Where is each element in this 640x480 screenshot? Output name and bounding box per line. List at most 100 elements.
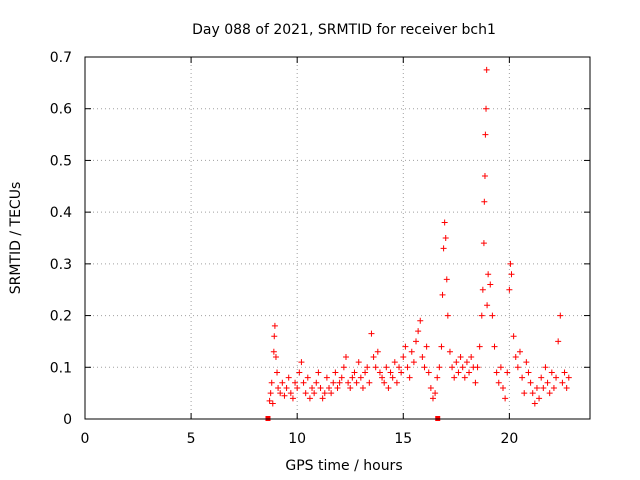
x-tick-label: 5 <box>187 431 196 447</box>
data-point <box>306 395 313 402</box>
data-point <box>334 384 341 391</box>
data-point <box>457 353 464 360</box>
data-point <box>561 369 568 376</box>
data-point <box>287 390 294 397</box>
data-point <box>336 379 343 386</box>
data-point <box>483 66 490 73</box>
data-point <box>415 328 422 335</box>
y-axis-title: SRMTID / TECUs <box>8 182 24 295</box>
data-point <box>296 369 303 376</box>
data-point <box>436 364 443 371</box>
data-point <box>292 379 299 386</box>
y-tick-label: 0.7 <box>50 50 72 66</box>
data-point <box>268 379 275 386</box>
data-point <box>328 390 335 397</box>
data-point <box>514 364 521 371</box>
data-point <box>396 364 403 371</box>
data-point <box>366 379 373 386</box>
x-tick-label: 20 <box>500 431 518 447</box>
x-axis-title: GPS time / hours <box>285 458 402 474</box>
tick-marks <box>84 56 590 420</box>
data-point <box>381 379 388 386</box>
data-point <box>379 374 386 381</box>
data-point <box>402 343 409 350</box>
y-tick-labels: 0 0.1 0.2 0.3 0.4 0.5 0.6 0.7 <box>50 50 72 428</box>
data-point <box>455 369 462 376</box>
data-point <box>500 384 507 391</box>
data-point <box>434 374 441 381</box>
data-point <box>294 384 301 391</box>
data-point <box>410 359 417 366</box>
y-tick-label: 0.4 <box>50 205 72 221</box>
data-point <box>544 379 551 386</box>
data-point <box>370 353 377 360</box>
data-point <box>362 369 369 376</box>
data-point <box>389 374 396 381</box>
data-point <box>359 384 366 391</box>
data-point <box>309 384 316 391</box>
data-point <box>364 364 371 371</box>
data-point <box>427 384 434 391</box>
data-point <box>525 369 532 376</box>
data-point <box>353 379 360 386</box>
y-tick-label: 0.2 <box>50 309 72 325</box>
data-point <box>463 359 470 366</box>
data-point <box>351 369 358 376</box>
x-tick-label: 15 <box>394 431 412 447</box>
data-point <box>385 384 392 391</box>
data-point <box>481 172 488 179</box>
data-point <box>540 384 547 391</box>
data-point <box>444 312 451 319</box>
data-point <box>323 374 330 381</box>
data-point <box>419 353 426 360</box>
data-point <box>393 379 400 386</box>
data-point <box>387 369 394 376</box>
data-point <box>555 338 562 345</box>
data-point <box>466 369 473 376</box>
data-point <box>531 400 538 407</box>
data-point <box>406 374 413 381</box>
plot-frame <box>84 56 591 420</box>
data-point <box>315 369 322 376</box>
data-point <box>432 390 439 397</box>
data-point <box>383 364 390 371</box>
data-point <box>468 353 475 360</box>
data-point <box>516 348 523 355</box>
data-point <box>342 353 349 360</box>
data-point <box>461 374 468 381</box>
data-point <box>267 390 274 397</box>
x-tick-label: 10 <box>288 431 306 447</box>
data-point <box>459 364 466 371</box>
data-point <box>548 369 555 376</box>
data-point <box>300 379 307 386</box>
data-point <box>298 359 305 366</box>
data-point <box>521 390 528 397</box>
data-point <box>546 390 553 397</box>
data-point <box>453 359 460 366</box>
data-point <box>512 353 519 360</box>
data-point <box>338 374 345 381</box>
data-point <box>349 374 356 381</box>
data-point <box>487 281 494 288</box>
data-point <box>326 384 333 391</box>
x-tick-label: 0 <box>81 431 90 447</box>
data-point <box>289 395 296 402</box>
data-point <box>279 379 286 386</box>
data-point <box>553 374 560 381</box>
data-point <box>321 390 328 397</box>
data-point <box>510 333 517 340</box>
data-point <box>311 390 318 397</box>
data-point <box>485 271 492 278</box>
data-point <box>319 395 326 402</box>
data-point <box>474 364 481 371</box>
data-point <box>425 369 432 376</box>
data-point <box>281 392 288 399</box>
data-point <box>481 198 488 205</box>
data-point <box>376 369 383 376</box>
data-point <box>269 400 276 407</box>
data-point <box>345 379 352 386</box>
data-point <box>480 240 487 247</box>
data-point <box>495 379 502 386</box>
data-point <box>421 364 428 371</box>
